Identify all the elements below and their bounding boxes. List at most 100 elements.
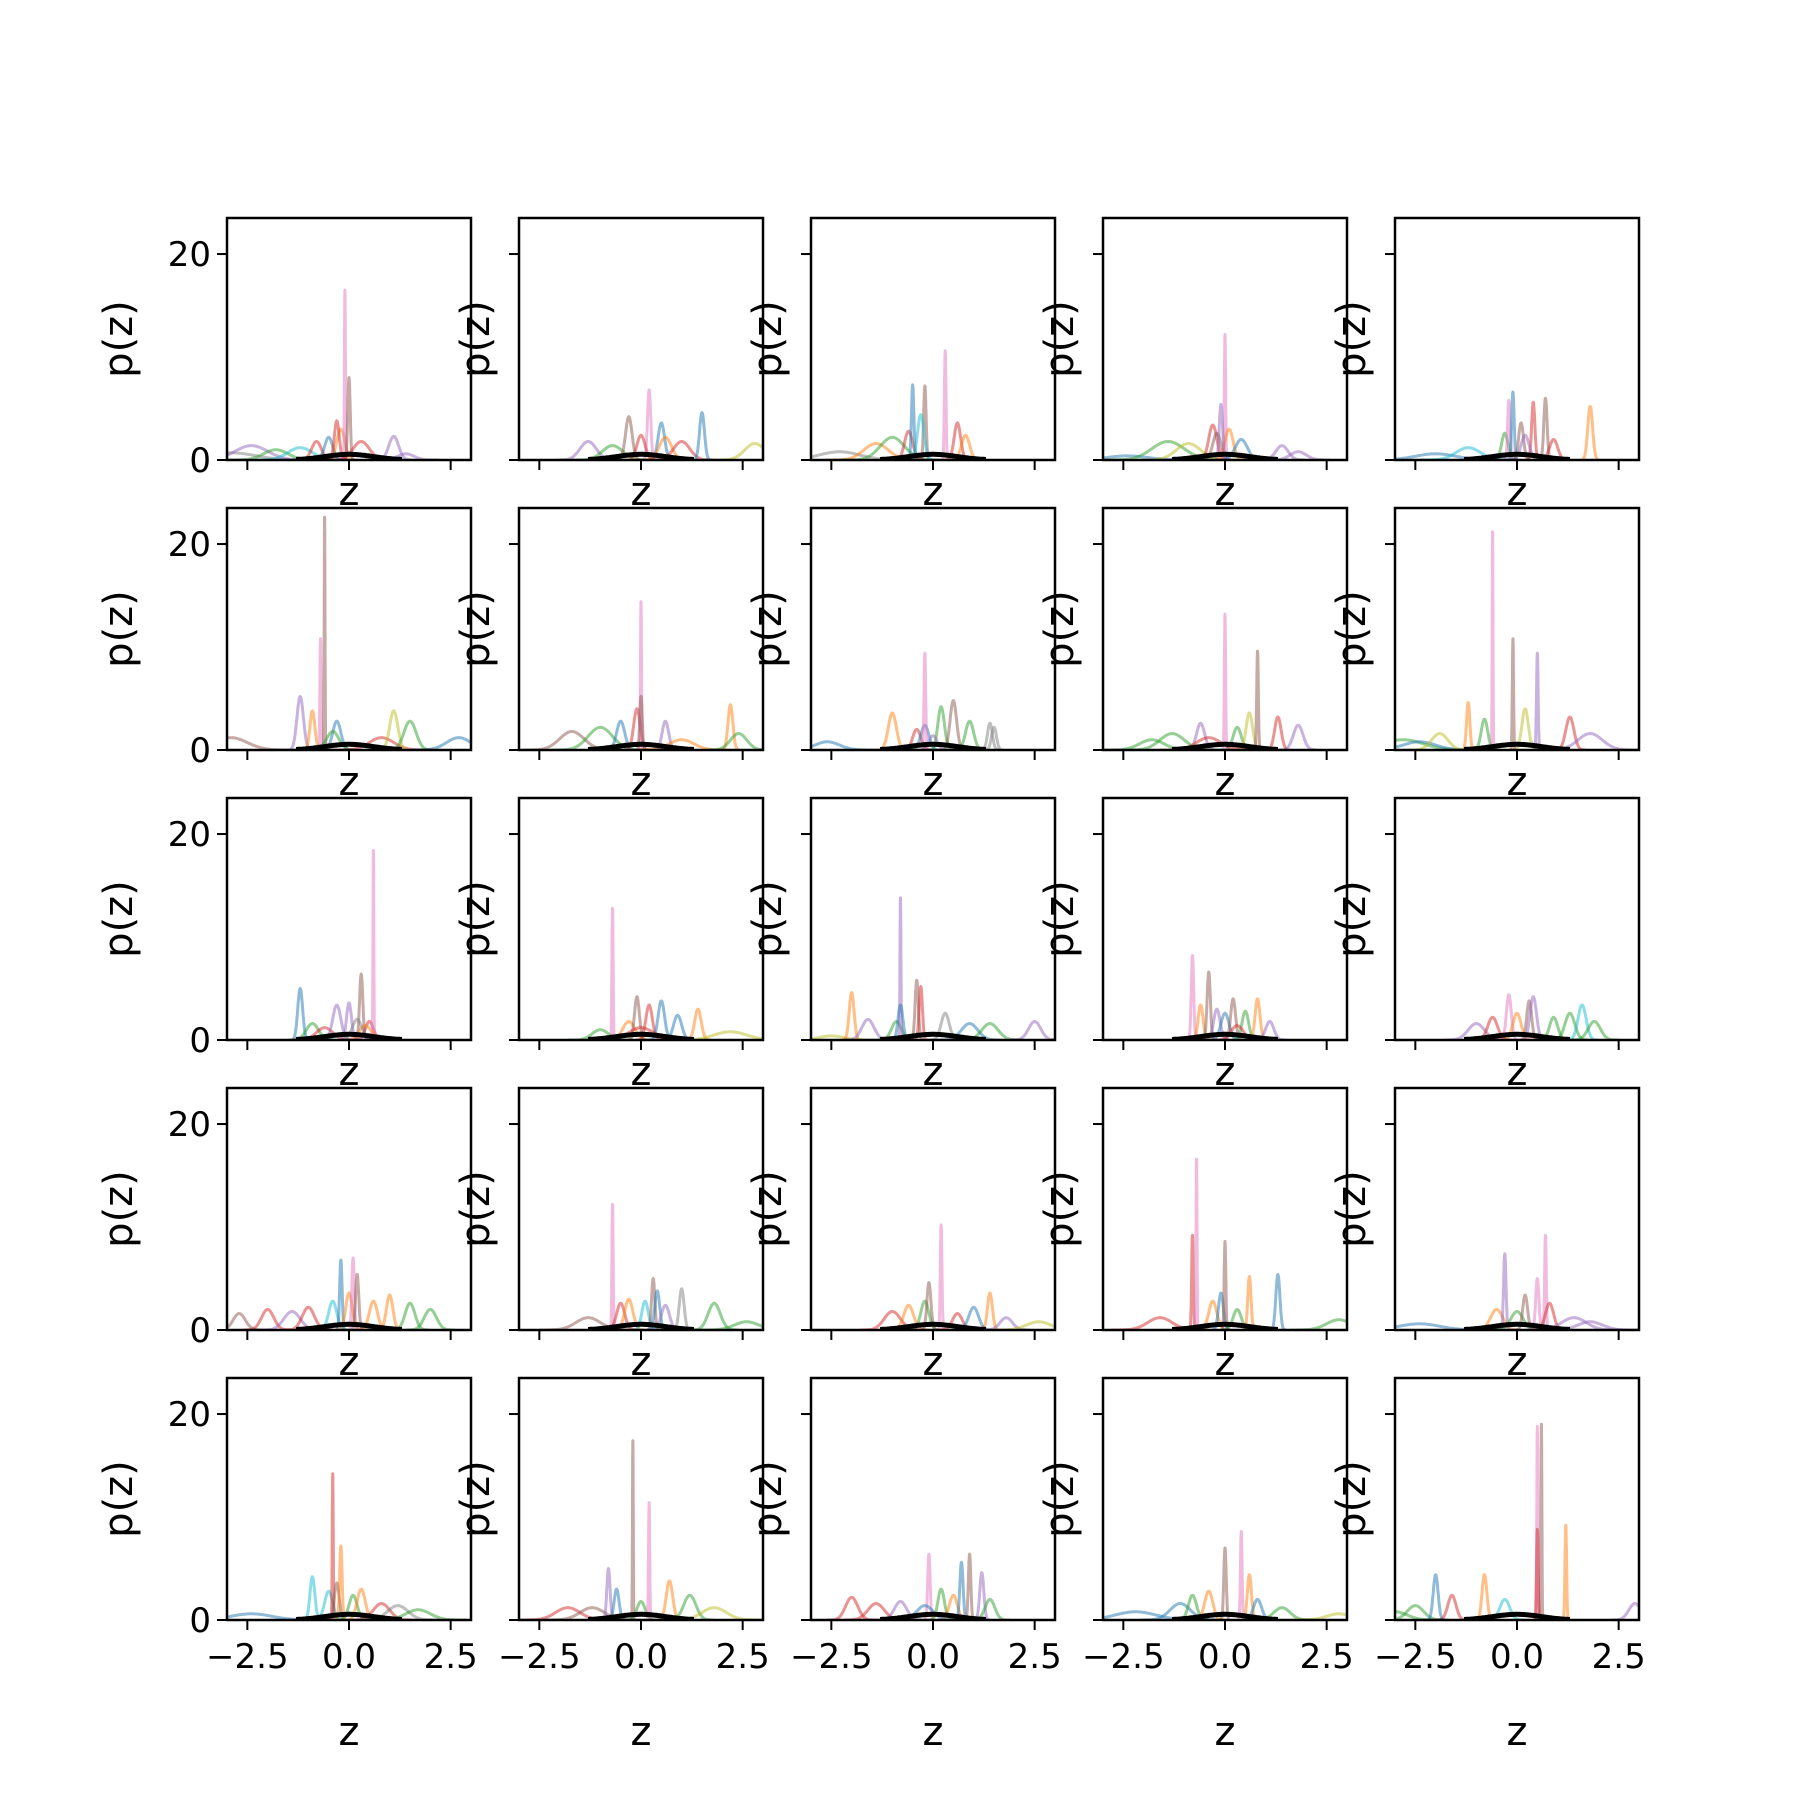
x-tick-label: 0.0 (906, 1637, 960, 1677)
x-tick-label: −2.5 (1082, 1637, 1165, 1677)
subplot: z p(z) (1037, 796, 1349, 1095)
series-line (321, 515, 328, 750)
subplot: z p(z) (1037, 506, 1349, 805)
reference-curve (1463, 451, 1571, 460)
reference-curve (1171, 741, 1279, 750)
y-axis-label: p(z) (96, 1170, 142, 1248)
series-line (1579, 405, 1602, 460)
x-axis-label: z (1507, 759, 1528, 805)
subplot: z p(z) (1329, 1086, 1641, 1385)
x-axis-label: z (631, 1339, 652, 1385)
subplot: 0 20 z p(z) (96, 1086, 473, 1385)
subplot: z p(z) (1329, 506, 1641, 805)
series-line (370, 849, 377, 1040)
y-tick-label: 20 (168, 525, 211, 565)
reference-curve (295, 741, 403, 750)
reference-curve (879, 451, 987, 460)
reference-curve (587, 1031, 695, 1040)
x-axis-label: z (1215, 1709, 1236, 1755)
y-axis-label: p(z) (745, 880, 791, 958)
x-axis-label: z (631, 759, 652, 805)
y-tick-label: 20 (168, 235, 211, 275)
x-axis-label: z (1215, 469, 1236, 515)
x-axis-label: z (631, 469, 652, 515)
reference-curve (1171, 1321, 1279, 1330)
x-tick-label: 2.5 (716, 1637, 770, 1677)
reference-curve (1171, 451, 1279, 460)
y-axis-label: p(z) (745, 1170, 791, 1248)
y-axis-label: p(z) (1037, 1170, 1083, 1248)
reference-curve (587, 1321, 695, 1330)
y-axis-label: p(z) (1329, 880, 1375, 958)
x-tick-label: −2.5 (790, 1637, 873, 1677)
x-axis-label: z (339, 469, 360, 515)
x-tick-label: −2.5 (498, 1637, 581, 1677)
y-axis-label: p(z) (1329, 1170, 1375, 1248)
series-line (691, 411, 713, 460)
series-line (608, 906, 617, 1040)
subplot: z p(z) (453, 796, 765, 1095)
y-tick-label: 0 (189, 1601, 211, 1641)
y-axis-label: p(z) (745, 590, 791, 668)
reference-curve (587, 741, 695, 750)
y-axis-label: p(z) (453, 1460, 499, 1538)
x-tick-label: 2.5 (424, 1637, 478, 1677)
subplot: z p(z) (453, 506, 765, 805)
series-line (1213, 402, 1229, 460)
subplot: −2.5 0.0 2.5 0 20 z p(z) (96, 1376, 478, 1755)
reference-curve (879, 741, 987, 750)
series-line (1489, 530, 1496, 750)
x-tick-label: −2.5 (206, 1637, 289, 1677)
x-axis-label: z (631, 1709, 652, 1755)
y-axis-label: p(z) (1329, 590, 1375, 668)
subplot: z p(z) (453, 1086, 765, 1385)
reference-curve (587, 451, 695, 460)
series-line (608, 1202, 617, 1330)
x-tick-label: 0.0 (1198, 1637, 1252, 1677)
subplot: z p(z) (745, 216, 1057, 515)
x-axis-label: z (923, 759, 944, 805)
y-axis-label: p(z) (1037, 1460, 1083, 1538)
subplot: −2.5 0.0 2.5 z p(z) (745, 1376, 1062, 1755)
y-axis-label: p(z) (453, 300, 499, 378)
series-line (1221, 612, 1229, 750)
subplot: z p(z) (1329, 216, 1641, 515)
x-axis-label: z (631, 1049, 652, 1095)
y-axis-label: p(z) (96, 880, 142, 958)
y-axis-label: p(z) (1329, 300, 1375, 378)
y-tick-label: 0 (189, 1311, 211, 1351)
series-line (353, 972, 369, 1040)
reference-curve (1171, 1031, 1279, 1040)
y-tick-label: 0 (189, 1021, 211, 1061)
series-line (906, 413, 935, 460)
y-axis-label: p(z) (1329, 1460, 1375, 1538)
y-axis-label: p(z) (453, 590, 499, 668)
series-line (334, 1258, 348, 1330)
x-axis-label: z (923, 469, 944, 515)
y-axis-label: p(z) (1037, 300, 1083, 378)
y-axis-label: p(z) (745, 300, 791, 378)
reference-curve (879, 1031, 987, 1040)
subplot: z p(z) (1037, 1086, 1349, 1385)
reference-curve (1171, 1611, 1279, 1620)
y-axis-label: p(z) (1037, 880, 1083, 958)
reference-curve (1463, 1031, 1571, 1040)
plot-area (1395, 390, 1602, 460)
x-axis-label: z (339, 1709, 360, 1755)
x-axis-label: z (1507, 1339, 1528, 1385)
reference-curve (1463, 1321, 1571, 1330)
subplot: z p(z) (1037, 216, 1349, 515)
x-axis-label: z (1507, 1049, 1528, 1095)
y-tick-label: 20 (168, 1105, 211, 1145)
x-tick-label: 2.5 (1008, 1637, 1062, 1677)
x-tick-label: 2.5 (1300, 1637, 1354, 1677)
subplot-grid: 0 20 z p(z) z p(z) z p(z) z p(z) z p(z) 0 20 z p(z) z p(z… (96, 216, 1646, 1755)
x-axis-label: z (1215, 759, 1236, 805)
reference-curve (1463, 741, 1571, 750)
subplot: −2.5 0.0 2.5 z p(z) (453, 1376, 770, 1755)
series-line (919, 1281, 939, 1330)
series-line (629, 1439, 636, 1620)
subplot: −2.5 0.0 2.5 z p(z) (1037, 1376, 1354, 1755)
x-axis-label: z (1215, 1339, 1236, 1385)
